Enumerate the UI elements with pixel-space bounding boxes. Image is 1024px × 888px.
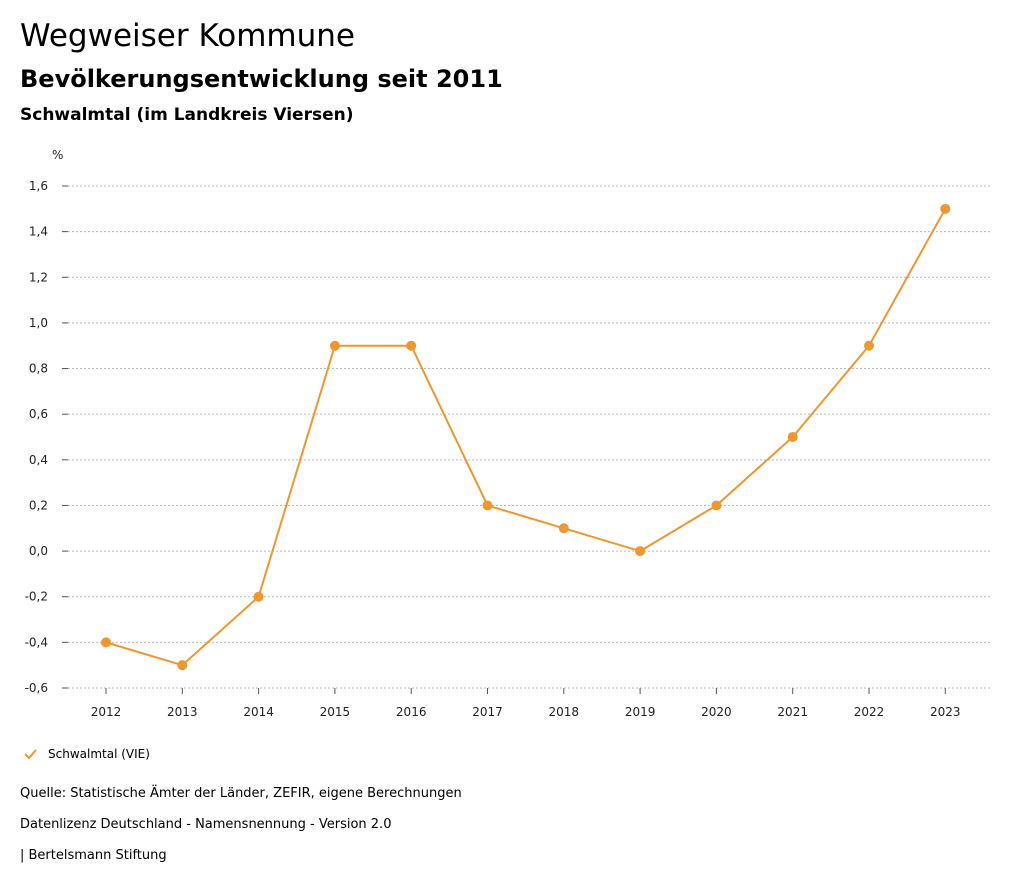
check-icon bbox=[24, 749, 37, 760]
data-point bbox=[482, 500, 493, 511]
y-tick-label: -0,4 bbox=[25, 635, 48, 649]
data-point bbox=[177, 660, 188, 671]
x-tick-label: 2019 bbox=[625, 705, 656, 719]
publisher-note: | Bertelsmann Stiftung bbox=[20, 848, 167, 863]
source-note: Quelle: Statistische Ämter der Länder, Z… bbox=[20, 786, 462, 801]
y-tick-label: 0,6 bbox=[29, 407, 48, 421]
y-tick-label: -0,6 bbox=[25, 681, 48, 695]
license-note: Datenlizenz Deutschland - Namensnennung … bbox=[20, 817, 392, 832]
y-tick-label: 0,8 bbox=[29, 362, 48, 376]
data-point bbox=[711, 500, 722, 511]
x-tick-label: 2013 bbox=[167, 705, 198, 719]
y-tick-label: 0,4 bbox=[29, 453, 48, 467]
x-tick-label: 2017 bbox=[472, 705, 503, 719]
x-tick-label: 2012 bbox=[91, 705, 122, 719]
data-point bbox=[329, 340, 340, 351]
x-tick-label: 2023 bbox=[930, 705, 961, 719]
series-line bbox=[105, 208, 947, 667]
data-point bbox=[635, 546, 646, 557]
x-tick-label: 2018 bbox=[549, 705, 580, 719]
y-tick-label: 1,0 bbox=[29, 316, 48, 330]
y-axis-unit: % bbox=[52, 148, 63, 162]
y-tick-label: 1,2 bbox=[29, 270, 48, 284]
chart-subtitle: Bevölkerungsentwicklung seit 2011 bbox=[20, 65, 503, 93]
page-title: Wegweiser Kommune bbox=[20, 18, 355, 54]
x-tick-label: 2020 bbox=[701, 705, 732, 719]
data-point bbox=[940, 203, 951, 214]
y-tick-label: -0,2 bbox=[25, 590, 48, 604]
y-tick-label: 0,0 bbox=[29, 544, 48, 558]
y-tick-label: 1,4 bbox=[29, 225, 48, 239]
line-chart: % 1,6 1,4 1,2 1,0 0,8 0,6 0,4 0,2 0,0 -0,2 -0,4 -0,6… bbox=[25, 148, 990, 719]
legend[interactable]: Schwalmtal (VIE) bbox=[20, 744, 150, 764]
data-point bbox=[787, 432, 798, 442]
data-point bbox=[253, 591, 264, 602]
x-tick-label: 2021 bbox=[777, 705, 808, 719]
region-label: Schwalmtal (im Landkreis Viersen) bbox=[20, 105, 354, 125]
legend-label: Schwalmtal (VIE) bbox=[48, 747, 150, 761]
x-tick-label: 2015 bbox=[320, 705, 351, 719]
y-tick-label: 1,6 bbox=[29, 179, 48, 193]
data-point bbox=[101, 637, 111, 648]
x-tick-label: 2022 bbox=[854, 705, 885, 719]
x-tick-label: 2016 bbox=[396, 705, 427, 719]
data-point bbox=[558, 523, 569, 534]
x-tick-label: 2014 bbox=[243, 705, 274, 719]
y-tick-label: 0,2 bbox=[29, 498, 48, 512]
data-point bbox=[864, 340, 874, 351]
data-point bbox=[406, 340, 417, 351]
